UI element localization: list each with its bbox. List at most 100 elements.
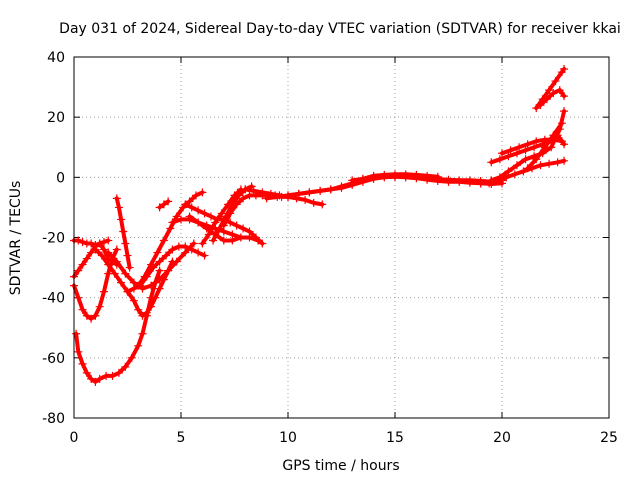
data-point [114,368,123,377]
data-point [206,212,215,221]
data-point [557,119,566,128]
data-point [155,203,164,212]
data-point [487,158,496,167]
data-point [504,152,513,161]
data-point [200,251,209,260]
x-tick-label: 25 [600,430,618,446]
data-point [412,172,421,181]
data-point [521,155,530,164]
data-point [112,245,121,254]
series-track-6 [104,239,198,293]
data-point [108,371,117,380]
data-point [194,218,203,227]
data-point [215,224,224,233]
data-point [549,131,558,140]
data-point [181,200,190,209]
y-axis-label: SDTVAR / TECUs [8,181,24,296]
y-tick-label: -60 [42,351,65,367]
data-point [249,186,258,195]
data-point [168,245,177,254]
data-point [198,239,207,248]
data-point [78,359,87,368]
data-point [121,362,130,371]
data-point [97,251,106,260]
y-tick-label: 0 [56,170,65,186]
data-point [318,200,327,209]
data-point [82,254,91,263]
data-point [164,197,173,206]
data-point [155,284,164,293]
data-point [168,218,177,227]
data-point [72,329,81,338]
data-point [560,107,569,116]
data-point [87,374,96,383]
data-point [515,143,524,152]
data-point [121,269,130,278]
data-point [316,186,325,195]
data-point [326,185,335,194]
data-point [262,194,271,203]
data-point [99,238,108,247]
data-point [99,245,108,254]
data-point [134,281,143,290]
data-point [164,266,173,275]
data-point [337,182,346,191]
x-tick-label: 5 [177,430,186,446]
data-point [99,287,108,296]
data-point [444,175,453,184]
data-point [194,248,203,257]
data-point [551,77,560,86]
data-point [232,200,241,209]
x-tick-label: 20 [493,430,511,446]
data-point [159,236,168,245]
data-point [91,245,100,254]
data-point [423,173,432,182]
data-point [91,311,100,320]
plot-frame [73,56,610,419]
data-point [236,233,245,242]
series-track-28 [532,65,569,113]
data-point [495,155,504,164]
data-point [95,239,104,248]
data-point [560,92,569,101]
data-point [138,329,147,338]
data-point [219,221,228,230]
data-point [433,175,442,184]
data-point [504,167,513,176]
data-point [78,238,87,247]
data-point [258,239,267,248]
data-point [147,302,156,311]
data-point [555,86,564,95]
data-point [159,200,168,209]
data-point [74,266,83,275]
series-track-7 [112,194,134,272]
data-point [521,146,530,155]
x-tick-label: 15 [386,430,404,446]
data-point [510,170,519,179]
data-point [114,203,123,212]
chart-title: Day 031 of 2024, Sidereal Day-to-day VTE… [59,21,621,37]
x-tick-label: 10 [279,430,297,446]
data-point [185,212,194,221]
data-point [104,236,113,245]
data-point [391,172,399,181]
data-point [495,173,504,182]
data-point [147,281,156,290]
series-track-8 [123,242,209,296]
data-point [202,224,211,233]
data-point [117,215,126,224]
data-point [284,191,292,200]
data-point [538,95,547,104]
data-point [369,173,378,182]
data-point [187,203,196,212]
data-point [95,374,104,383]
data-point [119,227,128,236]
data-point [134,341,143,350]
data-point [191,191,200,200]
data-point [142,308,151,317]
data-point [540,135,549,144]
data-point [245,227,254,236]
y-tick-label: -80 [42,411,65,427]
data-point [294,189,303,198]
